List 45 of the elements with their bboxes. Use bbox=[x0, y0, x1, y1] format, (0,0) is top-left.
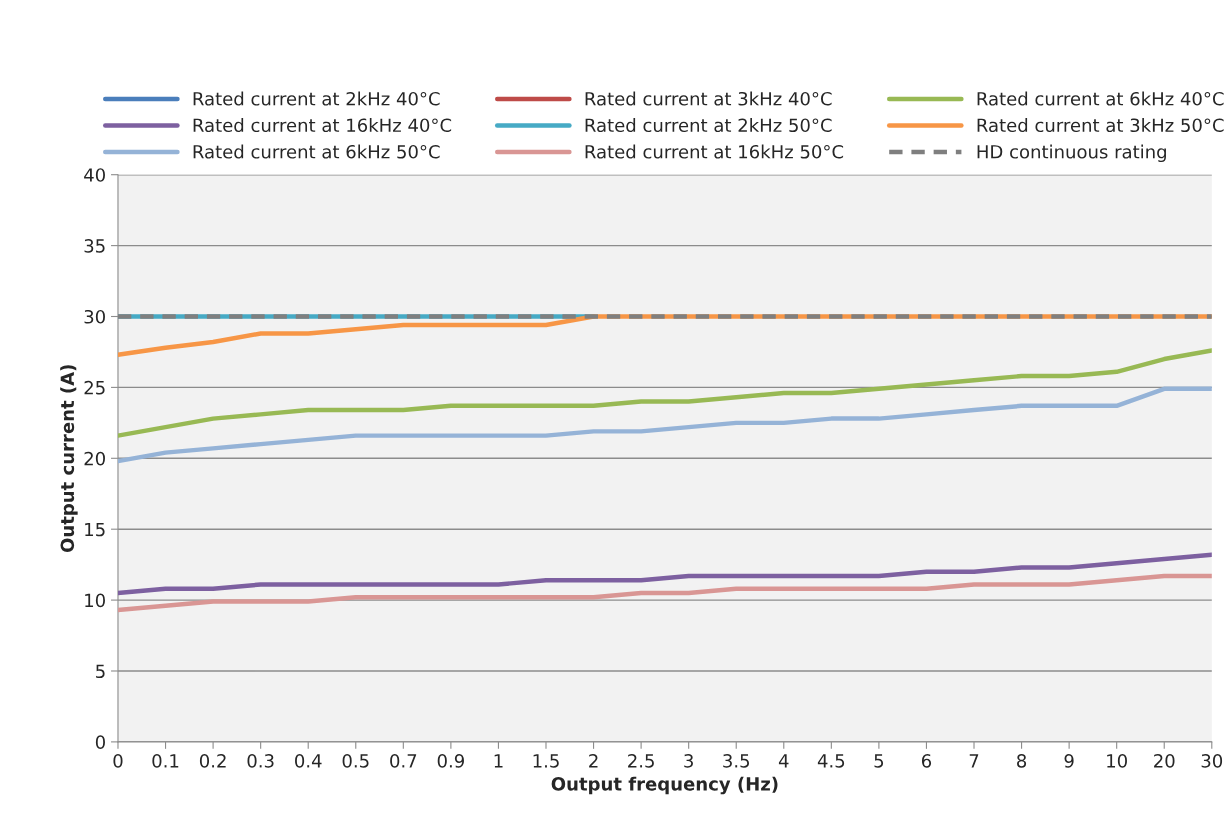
y-tick-label: 10 bbox=[85, 593, 105, 608]
legend-label: Rated current at 6kHz 50°C bbox=[193, 144, 440, 159]
x-tick-label: 1.5 bbox=[533, 754, 559, 768]
y-tick-label: 35 bbox=[84, 239, 105, 253]
y-tick-label: 15 bbox=[85, 522, 105, 537]
legend-label: Rated current at 6kHz 40°C bbox=[977, 91, 1224, 106]
x-tick-label: 10 bbox=[1107, 754, 1127, 768]
legend-label: Rated current at 3kHz 40°C bbox=[585, 91, 832, 106]
y-tick-label: 0 bbox=[95, 735, 105, 749]
x-tick-label: 0.4 bbox=[295, 754, 322, 768]
x-tick-label: 20 bbox=[1154, 754, 1175, 768]
line-series bbox=[117, 552, 1212, 596]
x-tick-label: 2 bbox=[589, 754, 598, 768]
y-tick-label: 30 bbox=[84, 309, 105, 324]
x-tick-label: 5 bbox=[874, 754, 884, 768]
x-tick-label: 3.5 bbox=[723, 754, 750, 768]
x-axis-title: Output frequency (Hz) bbox=[551, 776, 778, 795]
x-tick-label: 4 bbox=[778, 754, 789, 768]
x-tick-label: 4.5 bbox=[817, 754, 845, 768]
y-tick-label: 25 bbox=[84, 380, 105, 395]
y-axis-title: Output current (A) bbox=[60, 365, 78, 553]
legend-label: Rated current at 16kHz 40°C bbox=[193, 118, 452, 133]
x-tick-label: 30 bbox=[1201, 754, 1223, 768]
x-tick-label: 0.7 bbox=[390, 754, 417, 768]
x-tick-label: 0.9 bbox=[437, 754, 464, 768]
x-tick-label: 1 bbox=[494, 754, 503, 768]
x-tick-label: 3 bbox=[684, 754, 693, 768]
y-tick-label: 5 bbox=[96, 664, 105, 679]
x-tick-label: 0.5 bbox=[342, 754, 369, 768]
x-tick-label: 8 bbox=[1017, 754, 1027, 768]
x-tick-label: 6 bbox=[921, 754, 932, 768]
legend-label: Rated current at 16kHz 50°C bbox=[585, 144, 844, 159]
x-tick-label: 9 bbox=[1064, 754, 1074, 768]
legend-label: Rated current at 2kHz 40°C bbox=[193, 91, 440, 106]
x-tick-label: 0.2 bbox=[199, 754, 226, 768]
x-tick-label: 0.1 bbox=[152, 754, 179, 768]
x-tick-label: 2.5 bbox=[628, 754, 654, 768]
legend-label: Rated current at 3kHz 50°C bbox=[977, 118, 1224, 133]
legend-label: HD continuous rating bbox=[977, 144, 1166, 163]
x-tick-label: 0 bbox=[113, 754, 123, 768]
y-tick-label: 20 bbox=[84, 451, 105, 466]
legend-label: Rated current at 2kHz 50°C bbox=[585, 118, 832, 133]
y-tick-label: 40 bbox=[84, 168, 105, 182]
x-tick-label: 7 bbox=[969, 754, 979, 768]
x-tick-label: 0.3 bbox=[247, 754, 274, 768]
